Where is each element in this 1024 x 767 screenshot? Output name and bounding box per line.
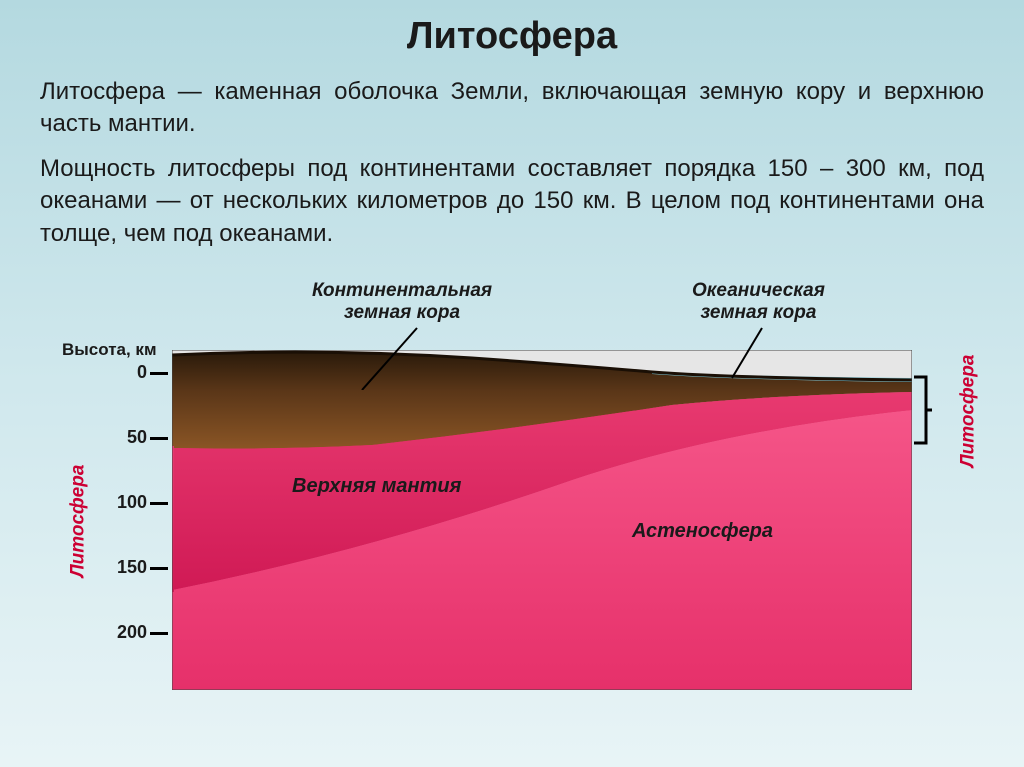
asthenosphere-label: Астеносфера xyxy=(632,520,773,543)
axis-title: Высота, км xyxy=(62,340,157,360)
lithosphere-left-label: Литосфера xyxy=(67,465,89,578)
tick-mark-200 xyxy=(150,632,168,635)
oceanic-crust-label: Океаническая земная кора xyxy=(692,280,825,324)
tick-150: 150 xyxy=(87,557,147,578)
upper-mantle-label: Верхняя мантия xyxy=(292,475,461,498)
page-title: Литосфера xyxy=(40,15,984,58)
tick-mark-100 xyxy=(150,502,168,505)
tick-mark-0 xyxy=(150,372,168,375)
tick-mark-50 xyxy=(150,437,168,440)
paragraph-1: Литосфера — каменная оболочка Земли, вкл… xyxy=(40,76,984,141)
tick-100: 100 xyxy=(87,492,147,513)
tick-mark-150 xyxy=(150,567,168,570)
cross-section-svg xyxy=(172,350,912,690)
continental-crust-label: Континентальная земная кора xyxy=(312,280,492,324)
paragraph-2: Мощность литосферы под континентами сост… xyxy=(40,153,984,250)
tick-50: 50 xyxy=(87,427,147,448)
tick-0: 0 xyxy=(87,362,147,383)
tick-200: 200 xyxy=(87,622,147,643)
lithosphere-right-label: Литосфера xyxy=(957,355,979,468)
right-bracket xyxy=(914,375,934,445)
lithosphere-diagram: Высота, км Континентальная земная кора О… xyxy=(52,270,972,690)
